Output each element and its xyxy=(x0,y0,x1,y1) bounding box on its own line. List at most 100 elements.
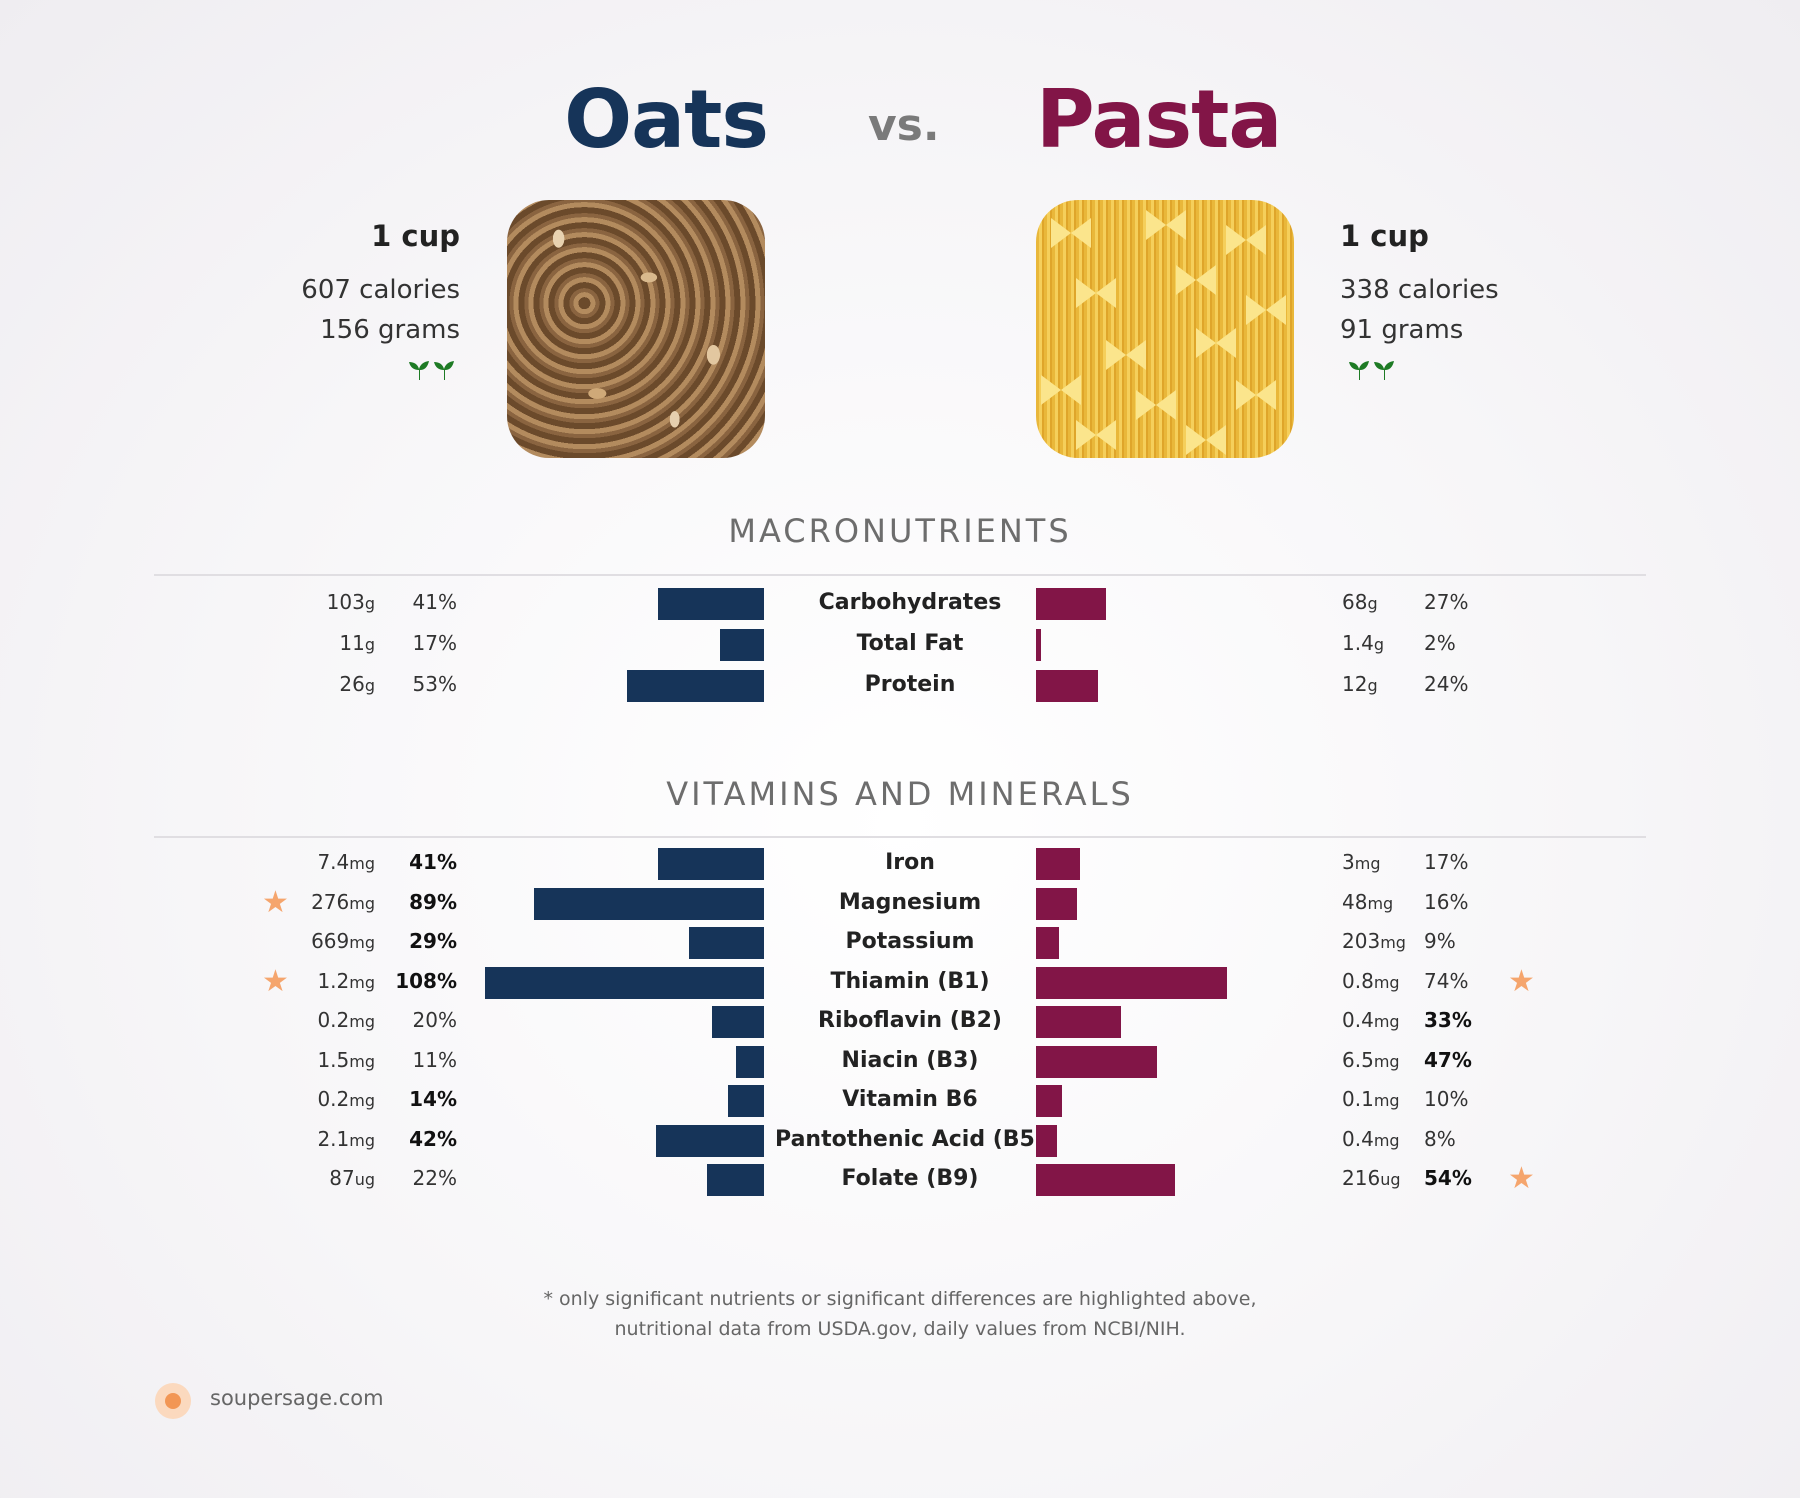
right-amount: 3mg xyxy=(1342,850,1380,874)
right-percent: 16% xyxy=(1424,889,1469,914)
left-amount: 276mg xyxy=(311,890,375,914)
right-bar xyxy=(1036,588,1106,620)
right-amount-unit: mg xyxy=(1373,1051,1400,1071)
right-amount-unit: mg xyxy=(1367,893,1394,913)
vs-label: vs. xyxy=(868,100,940,151)
left-bar xyxy=(727,1085,764,1117)
right-grams: 91 grams xyxy=(1340,315,1464,345)
left-bar xyxy=(534,887,764,920)
right-amount-unit: mg xyxy=(1354,854,1381,873)
left-amount-value: 669 xyxy=(311,929,350,953)
left-bar xyxy=(658,848,764,880)
right-percent: 24% xyxy=(1424,672,1469,696)
macros-divider xyxy=(154,574,1646,576)
right-bar xyxy=(1036,927,1060,959)
left-amount: 0.2mg xyxy=(317,1087,375,1111)
sprout-icon xyxy=(408,360,456,388)
left-amount-unit: g xyxy=(364,594,375,613)
left-percent: 41% xyxy=(412,590,457,614)
right-serving: 1 cup xyxy=(1340,219,1429,253)
left-amount-value: 2.1 xyxy=(317,1126,350,1151)
vitamins-divider xyxy=(154,836,1646,838)
right-amount-value: 1.4 xyxy=(1342,631,1374,655)
left-amount-unit: mg xyxy=(349,933,375,952)
right-amount-value: 3 xyxy=(1342,850,1355,874)
right-amount-value: 216 xyxy=(1342,1166,1381,1190)
left-bar xyxy=(735,1045,764,1078)
right-bar xyxy=(1036,848,1080,880)
left-amount-value: 11 xyxy=(339,631,365,655)
right-amount: 48mg xyxy=(1342,890,1393,914)
left-bar xyxy=(658,588,764,620)
left-amount-value: 0.2 xyxy=(317,1087,350,1111)
left-percent: 17% xyxy=(412,631,457,655)
left-amount-value: 0.2 xyxy=(317,1008,350,1032)
left-percent: 11% xyxy=(412,1047,457,1072)
right-bar xyxy=(1036,966,1227,999)
vitamins-title: VITAMINS AND MINERALS xyxy=(666,775,1134,813)
right-amount: 0.8mg xyxy=(1342,969,1400,993)
right-bar xyxy=(1036,670,1098,702)
right-bar xyxy=(1036,629,1042,661)
left-bar xyxy=(627,670,764,702)
oats-photo xyxy=(507,200,765,458)
right-amount: 203mg xyxy=(1342,929,1406,953)
left-percent: 108% xyxy=(395,968,457,993)
left-percent: 22% xyxy=(412,1166,457,1190)
left-percent: 20% xyxy=(412,1008,457,1032)
left-amount-unit: ug xyxy=(354,1170,375,1189)
nutrient-label: Protein xyxy=(864,672,956,697)
right-amount-value: 203 xyxy=(1342,929,1381,953)
left-grams: 156 grams xyxy=(320,315,460,345)
left-amount-unit: mg xyxy=(349,1012,375,1031)
right-amount-unit: mg xyxy=(1373,1130,1400,1150)
right-amount-value: 68 xyxy=(1342,590,1368,614)
left-amount: 669mg xyxy=(311,929,375,953)
right-amount-value: 6.5 xyxy=(1342,1047,1374,1072)
left-amount-unit: mg xyxy=(349,1051,375,1071)
star-icon: ★ xyxy=(1508,963,1535,999)
soupersage-logo-icon xyxy=(155,1383,191,1419)
right-bar xyxy=(1036,1006,1122,1038)
left-amount: 7.4mg xyxy=(317,850,375,874)
right-amount: 12g xyxy=(1342,672,1378,696)
footnote-line-1: * only significant nutrients or signific… xyxy=(543,1288,1257,1310)
nutrient-label: Iron xyxy=(885,850,935,875)
right-amount-unit: mg xyxy=(1373,1012,1400,1031)
right-percent: 8% xyxy=(1424,1126,1456,1151)
right-percent: 47% xyxy=(1424,1047,1472,1072)
nutrient-label: Vitamin B6 xyxy=(842,1087,978,1112)
left-percent: 89% xyxy=(409,889,457,914)
right-percent: 10% xyxy=(1424,1087,1469,1111)
nutrient-label: Total Fat xyxy=(856,631,964,656)
left-percent: 41% xyxy=(409,850,457,874)
right-amount: 1.4g xyxy=(1342,631,1384,655)
macronutrients-title: MACRONUTRIENTS xyxy=(728,512,1072,550)
brand-link[interactable]: soupersage.com xyxy=(210,1386,384,1410)
left-bar xyxy=(720,629,764,661)
right-amount-value: 0.4 xyxy=(1342,1008,1374,1032)
left-amount-value: 26 xyxy=(339,672,365,696)
left-percent: 29% xyxy=(409,929,457,953)
left-bar xyxy=(689,927,764,959)
left-amount-value: 87 xyxy=(329,1166,355,1190)
right-amount-value: 0.8 xyxy=(1342,968,1374,993)
right-bar xyxy=(1036,887,1078,920)
right-amount: 0.1mg xyxy=(1342,1087,1400,1111)
left-amount: 103g xyxy=(327,590,375,614)
right-amount-value: 0.1 xyxy=(1342,1087,1374,1111)
left-amount-value: 1.5 xyxy=(317,1047,350,1072)
left-bar xyxy=(707,1164,764,1196)
left-amount-unit: g xyxy=(364,635,375,654)
nutrient-label: Thiamin (B1) xyxy=(830,968,990,994)
right-amount-unit: g xyxy=(1367,676,1378,695)
right-amount: 0.4mg xyxy=(1342,1008,1400,1032)
nutrient-label: Pantothenic Acid (B5) xyxy=(775,1126,1045,1152)
pasta-photo xyxy=(1036,200,1294,458)
right-amount-unit: ug xyxy=(1380,1170,1401,1189)
right-amount: 68g xyxy=(1342,590,1378,614)
right-percent: 27% xyxy=(1424,590,1469,614)
star-icon: ★ xyxy=(1508,1161,1535,1196)
right-amount-unit: g xyxy=(1367,594,1378,613)
left-bar xyxy=(485,966,764,999)
